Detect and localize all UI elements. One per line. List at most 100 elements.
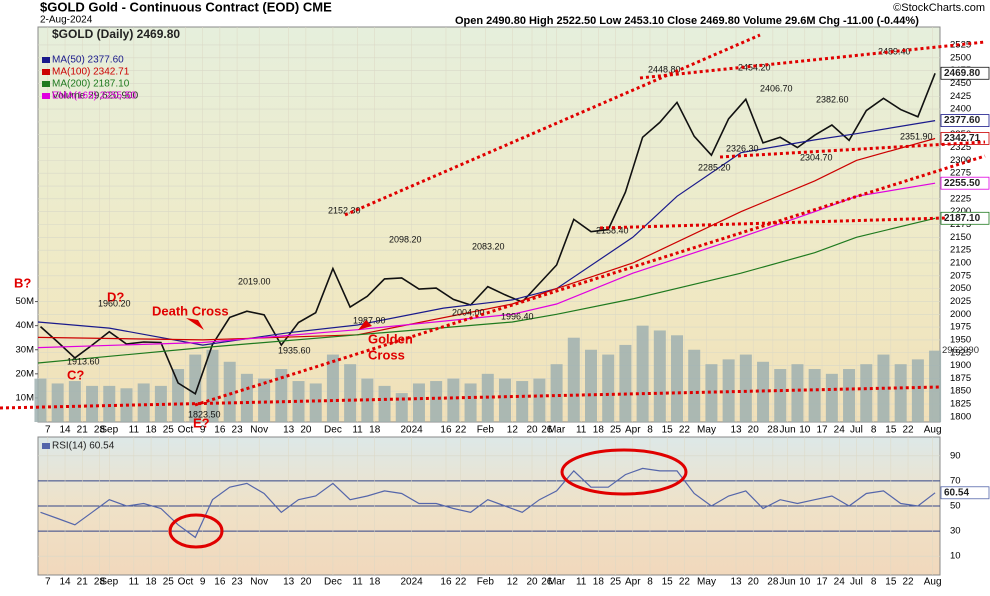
volume-bar [154,385,167,422]
x-tick-label: 25 [610,577,622,588]
y-tick-label: 1950 [950,334,971,345]
price-annotation: 2448.80 [648,64,681,74]
last-value-label: 2342.71 [944,133,981,144]
volume-bar [516,381,529,422]
price-annotation: 2004.00 [452,307,485,317]
last-value-label: 2187.10 [944,213,981,224]
y2-tick-label: 50M [16,296,35,307]
y-tick-label: 2400 [950,104,971,115]
callout: Golden [368,331,413,346]
x-tick-label: May [697,425,716,436]
volume-bar [258,378,271,422]
x-tick-label: 22 [902,425,914,436]
x-tick-label: May [697,577,716,588]
y-tick-label: 2200 [950,206,971,217]
x-tick-label: 26 [541,425,553,436]
price-annotation: 2406.70 [760,83,793,93]
x-tick-label: 13 [730,425,742,436]
x-tick-label: Oct [178,425,194,436]
volume-bar [602,354,615,422]
arrow [186,318,204,330]
x-tick-label: 13 [730,577,742,588]
volume-bar [395,393,408,422]
x-tick-label: 18 [369,577,381,588]
volume-bar [172,369,185,422]
y-tick-label: 10 [950,551,961,562]
price-annotation: 1960.20 [98,298,131,308]
x-tick-label: 20 [748,577,760,588]
volume-bar [309,383,322,422]
x-tick-label: 25 [163,425,175,436]
x-tick-label: 18 [593,577,605,588]
y2-tick-label: 20M [16,368,35,379]
x-tick-label: Dec [324,425,342,436]
series-line [39,73,936,396]
x-tick-label: 28 [767,577,779,588]
last-value-box [940,132,990,145]
volume-bar [584,349,597,422]
x-tick-label: 28 [767,425,779,436]
x-tick-label: 11 [129,577,140,588]
volume-bar [791,364,804,422]
legend-entry: Volume 29,620,900 [52,91,139,102]
price-annotation: 2489.40 [878,46,911,56]
callout: E? [193,415,210,430]
x-tick-label: Mar [548,577,566,588]
y-tick-label: 70 [950,475,961,486]
x-tick-label: 22 [679,577,691,588]
y-tick-label: 2500 [950,52,971,63]
last-value-box [940,486,990,500]
x-tick-label: 20 [300,577,312,588]
x-tick-label: Nov [250,425,268,436]
volume-bar [808,369,821,422]
legend-entry: MA(200) 2187.10 [52,79,130,90]
y2-tick-label: 10M [16,392,35,403]
volume-bar [550,364,563,422]
x-tick-label: Nov [250,577,268,588]
last-value-label: 2962090 [942,345,979,356]
y-tick-label: 2275 [950,168,971,179]
price-annotation: 2083.20 [472,241,505,251]
x-tick-label: 9 [200,577,206,588]
series-line [37,217,936,364]
volume-bar [911,359,924,422]
x-tick-label: 13 [283,577,295,588]
volume-bar [894,364,907,422]
x-tick-label: Feb [477,425,495,436]
x-tick-label: Jul [850,425,863,436]
x-tick-label: 12 [507,425,519,436]
last-value-box [940,211,990,225]
legend-swatch [42,81,50,87]
y-tick-label: 1900 [950,360,971,371]
last-value-box [940,66,990,80]
legend-entry: MA(100) 2342.71 [52,67,130,78]
x-tick-label: 18 [145,425,157,436]
volume-bar [688,349,701,422]
y-tick-label: 2300 [950,155,971,166]
legend-swatch [42,443,50,449]
overlays [0,33,986,549]
callout: B? [14,275,31,290]
price-annotation: 1987.90 [353,315,386,325]
x-tick-label: 14 [59,425,71,436]
x-tick-label: 8 [647,577,653,588]
x-tick-label: 16 [440,577,452,588]
y-tick-label: 2525 [950,39,971,50]
y-tick-label: 2025 [950,296,971,307]
price-annotation: 2158.40 [596,225,629,235]
x-tick-label: 22 [455,425,467,436]
x-tick-label: 15 [885,425,897,436]
y-tick-label: 30 [950,526,961,537]
volume-bar [929,350,942,422]
x-tick-label: 11 [576,577,587,588]
x-tick-label: Feb [477,577,495,588]
x-tick-label: 9 [200,425,206,436]
x-tick-label: 25 [610,425,622,436]
x-tick-label: 28 [94,425,106,436]
x-tick-label: Sep [100,425,118,436]
y-tick-label: 90 [950,450,961,461]
y-tick-label: 1875 [950,373,971,384]
x-tick-label: Jul [850,577,863,588]
highlight-ellipse [168,513,224,549]
